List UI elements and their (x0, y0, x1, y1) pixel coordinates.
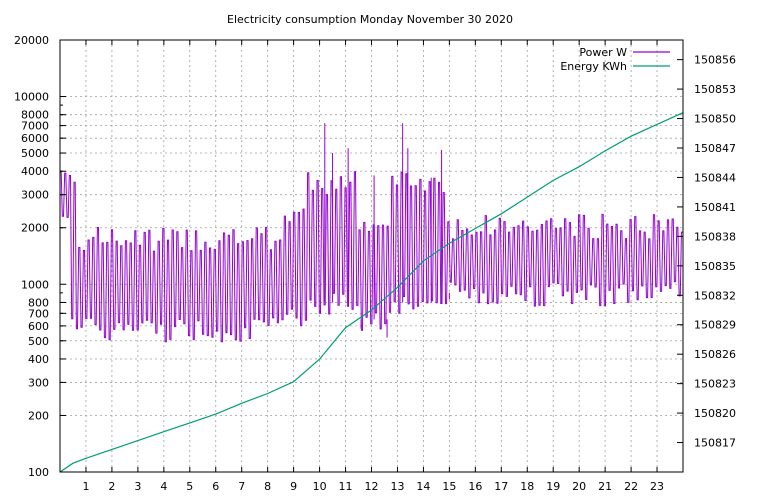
y-tick-label: 8000 (21, 109, 49, 122)
y2-tick-label: 150817 (694, 437, 736, 450)
x-tick-label: 16 (468, 480, 482, 493)
y-tick-label: 400 (28, 353, 49, 366)
x-tick-label: 4 (160, 480, 167, 493)
x-tick-label: 6 (212, 480, 219, 493)
power-series-line (60, 171, 683, 343)
y2-tick-label: 150820 (694, 407, 736, 420)
x-tick-label: 7 (238, 480, 245, 493)
y-tick-label: 500 (28, 335, 49, 348)
x-tick-label: 21 (598, 480, 612, 493)
y2-tick-label: 150853 (694, 83, 736, 96)
series-layer (59, 112, 684, 473)
x-tick-label: 10 (313, 480, 327, 493)
x-tick-label: 17 (494, 480, 508, 493)
legend-label: Power W (579, 46, 627, 59)
x-tick-label: 23 (650, 480, 664, 493)
x-tick-label: 13 (390, 480, 404, 493)
x-tick-label: 15 (442, 480, 456, 493)
y2-tick-label: 150844 (694, 171, 736, 184)
legend-label: Energy KWh (560, 60, 627, 73)
y-tick-label: 5000 (21, 147, 49, 160)
y-tick-label: 300 (28, 376, 49, 389)
x-tick-label: 19 (546, 480, 560, 493)
y2-tick-label: 150856 (694, 54, 736, 67)
x-tick-label: 22 (624, 480, 638, 493)
y2-tick-label: 150832 (694, 289, 736, 302)
axes: 1 2 3 4 5 6 7 8 9 10 11 12 13 14 15 16 17 18 19 20 21 22 23100… (14, 34, 736, 493)
y-tick-label: 10000 (14, 91, 49, 104)
chart-title: Electricity consumption Monday November … (227, 13, 513, 26)
x-tick-label: 20 (572, 480, 586, 493)
x-tick-label: 14 (416, 480, 430, 493)
y2-tick-label: 150838 (694, 230, 736, 243)
x-tick-label: 3 (134, 480, 141, 493)
y-tick-label: 3000 (21, 189, 49, 202)
y-tick-label: 200 (28, 409, 49, 422)
y2-tick-label: 150829 (694, 319, 736, 332)
x-tick-label: 12 (365, 480, 379, 493)
y-tick-label: 20000 (14, 34, 49, 47)
x-tick-label: 5 (186, 480, 193, 493)
y-tick-label: 7000 (21, 120, 49, 133)
x-tick-label: 9 (290, 480, 297, 493)
x-tick-label: 18 (520, 480, 534, 493)
y2-tick-label: 150835 (694, 260, 736, 273)
y2-tick-label: 150847 (694, 142, 736, 155)
y2-tick-label: 150823 (694, 378, 736, 391)
x-tick-label: 1 (82, 480, 89, 493)
y-tick-label: 700 (28, 307, 49, 320)
y-tick-label: 6000 (21, 132, 49, 145)
y-tick-label: 1000 (21, 278, 49, 291)
energy-series-line (59, 112, 684, 473)
y2-tick-label: 150850 (694, 113, 736, 126)
x-tick-label: 11 (339, 480, 353, 493)
x-tick-label: 2 (108, 480, 115, 493)
y2-tick-label: 150841 (694, 201, 736, 214)
y-tick-label: 800 (28, 296, 49, 309)
y-tick-label: 100 (28, 466, 49, 479)
y-tick-label: 4000 (21, 165, 49, 178)
y2-tick-label: 150826 (694, 348, 736, 361)
y-tick-label: 2000 (21, 222, 49, 235)
x-tick-label: 8 (264, 480, 271, 493)
y-tick-label: 600 (28, 320, 49, 333)
